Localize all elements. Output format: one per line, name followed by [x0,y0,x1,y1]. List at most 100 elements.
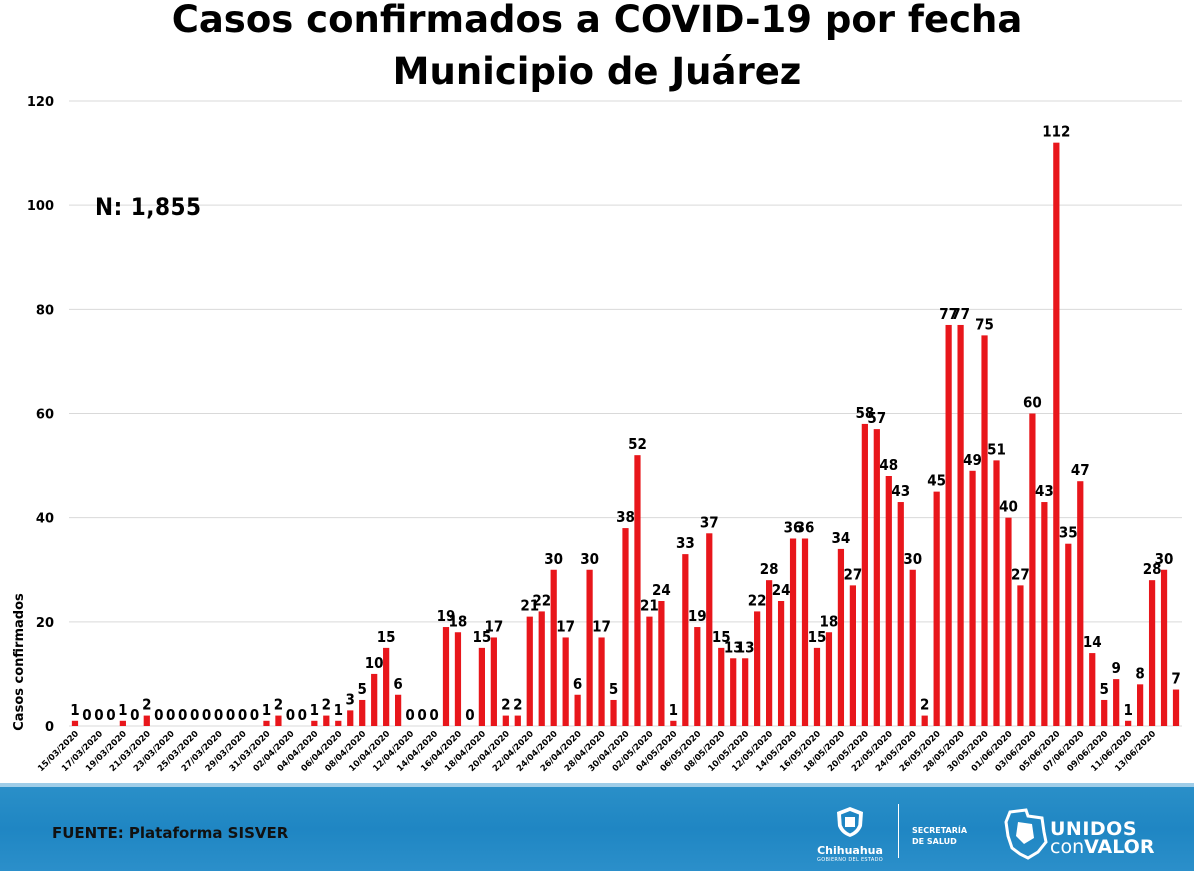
bar [1113,679,1120,726]
bar [454,632,462,726]
data-label: 28 [760,560,779,578]
bar [562,637,569,726]
unidos-line2: conVALOR [1050,836,1154,858]
data-label: 15 [377,628,396,646]
bar [514,715,521,726]
data-label: 2 [322,696,331,714]
data-label: 22 [532,591,551,609]
data-label: 2 [274,696,283,714]
bar [1160,569,1168,726]
y-axis-ticks: 0 20 40 60 80 100 120 [27,95,54,735]
data-label: 13 [724,638,743,656]
data-label: 1 [669,701,678,719]
data-label: 77 [939,305,958,323]
bar [71,720,79,726]
unidos-con-valor-logo: UNIDOS conVALOR [1000,806,1180,860]
bar [825,632,833,726]
data-label: 1 [334,701,343,719]
data-label: 21 [640,597,659,615]
y-tick-label: 80 [36,303,54,318]
data-label: 52 [628,435,647,453]
data-label: 0 [429,706,438,724]
data-label: 75 [975,315,994,333]
data-label: 0 [465,706,474,724]
data-label: 1 [118,701,127,719]
bar [993,460,1000,726]
bar [789,538,797,726]
y-tick-label: 40 [36,512,54,527]
bar [1053,142,1060,726]
data-label: 77 [951,305,970,323]
data-label: 28 [1143,560,1162,578]
bar [658,601,665,726]
data-label: 40 [999,498,1018,516]
bar [502,715,509,726]
bar [1172,689,1180,726]
bar [813,647,821,726]
data-label: 24 [772,581,791,599]
data-label: 0 [405,706,414,724]
bar [1089,653,1096,726]
chihuahua-shield-icon [837,807,863,837]
bar [849,585,856,726]
bar [682,554,689,726]
data-label: 17 [484,617,503,635]
bar [921,715,928,726]
data-label: 9 [1111,659,1120,677]
bar [610,699,617,726]
data-label: 15 [712,628,731,646]
data-label: 2 [501,696,510,714]
bar [598,637,605,726]
bar [442,627,450,726]
bar [706,533,713,726]
bar [359,699,366,726]
x-axis-ticks: 15/03/202017/03/202019/03/202021/03/2020… [36,729,1158,774]
bar [119,720,126,726]
data-label: 112 [1042,123,1070,141]
data-label: 13 [736,638,755,656]
data-label: 1 [70,701,79,719]
data-label: 14 [1083,633,1102,651]
bar [311,720,318,726]
data-label: 6 [393,675,402,693]
footer-stripe [0,783,1194,787]
y-axis-label: Casos confirmados [12,593,27,731]
data-label: 0 [190,706,199,724]
data-label: 27 [1011,565,1030,583]
data-label: 57 [867,409,886,427]
bar [395,694,402,726]
data-label: 15 [808,628,827,646]
data-label: 34 [832,529,851,547]
data-label: 0 [417,706,426,724]
data-label: 0 [106,706,115,724]
data-label: 5 [358,680,367,698]
chart-title: Casos confirmados a COVID-19 por fecha M… [0,0,1194,98]
bar [1065,543,1072,726]
bar [1137,684,1144,726]
bar [1041,502,1048,726]
bar [670,720,677,726]
data-label: 58 [855,404,874,422]
y-tick-label: 100 [27,199,54,214]
data-label: 10 [365,654,384,672]
bar [646,616,653,726]
data-label: 2 [513,696,522,714]
data-label: 24 [652,581,671,599]
bar [718,647,725,726]
data-label: 21 [520,597,539,615]
chart-title-line2: Municipio de Juárez [392,50,802,93]
bar [933,491,940,726]
bar [1125,720,1132,726]
bar [538,611,545,726]
bar [347,710,354,726]
bar [861,423,868,726]
data-label: 2 [920,696,929,714]
data-label: 15 [472,628,491,646]
data-label: 1 [310,701,319,719]
chart-title-line1: Casos confirmados a COVID-19 por fecha [171,0,1023,41]
data-label: 43 [1035,482,1054,500]
data-label: 30 [544,550,563,568]
bar [1077,481,1084,726]
